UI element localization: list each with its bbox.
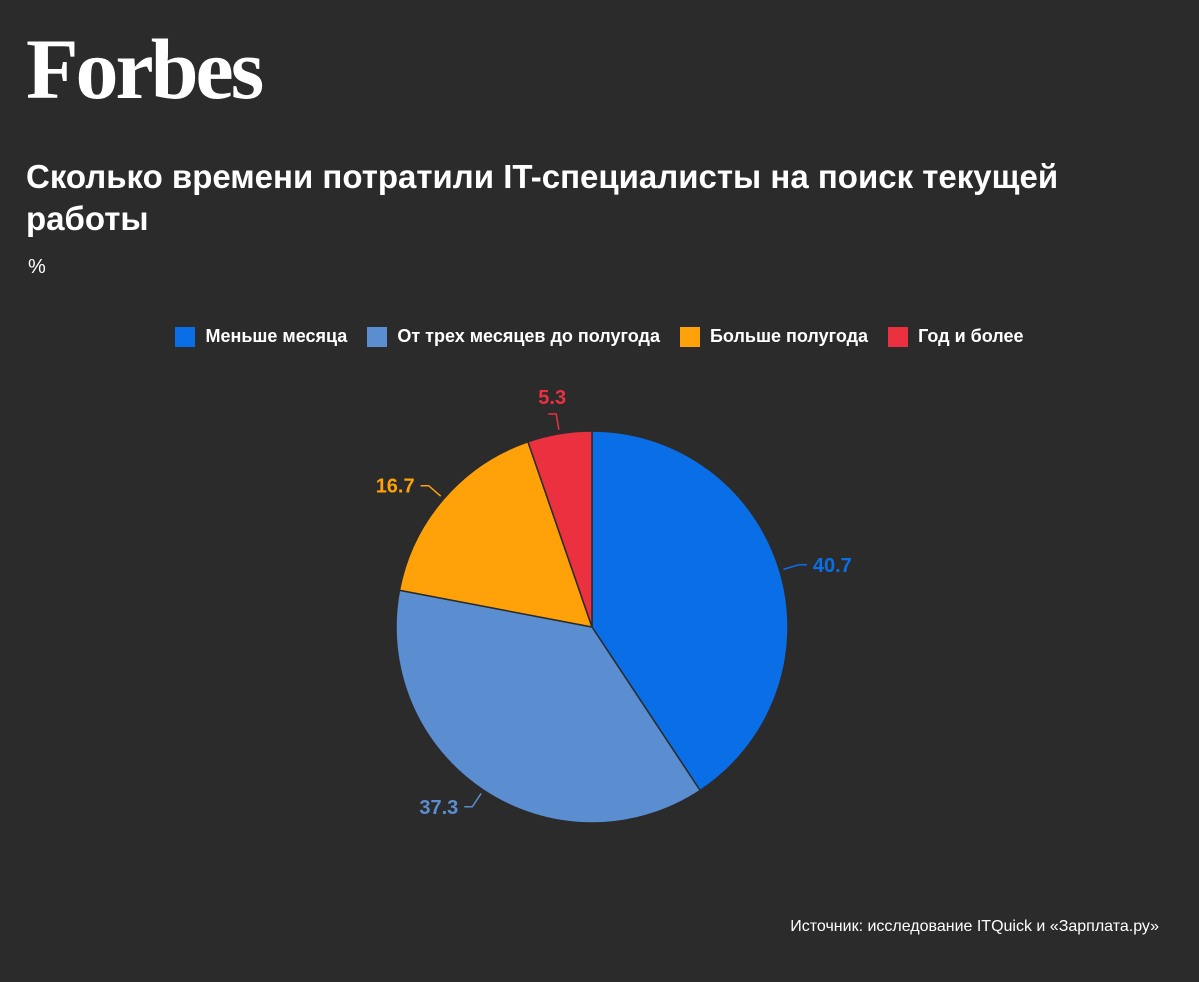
legend-swatch: [367, 326, 388, 347]
legend-item-more-than-half-year: Больше полугода: [679, 326, 869, 347]
legend-item-three-to-six-months: От трех месяцев до полугода: [367, 326, 660, 347]
legend-swatch: [888, 326, 909, 347]
legend-item-less-than-month: Меньше месяца: [175, 326, 347, 347]
data-label-three-to-six-months: 37.3: [419, 797, 458, 819]
legend-swatch: [175, 326, 196, 347]
data-label-year-or-more: 5.3: [538, 387, 566, 409]
chart-title: Сколько времени потратили IT-специалисты…: [26, 158, 1059, 237]
leader-line-three-to-six-months: [464, 793, 482, 808]
pie-slice-year-or-more: [526, 430, 593, 628]
legend-label: От трех месяцев до полугода: [397, 326, 660, 346]
data-label-less-than-month: 40.7: [813, 555, 852, 577]
legend-label: Больше полугода: [709, 326, 869, 346]
pie-slice-three-to-six-months: [395, 589, 702, 824]
forbes-logo: Forbes: [26, 21, 264, 117]
leader-line-more-than-half-year: [420, 484, 442, 497]
leader-line-less-than-month: [783, 564, 807, 571]
legend-item-year-or-more: Год и более: [888, 326, 1024, 347]
legend-swatch: [679, 326, 700, 347]
chart-unit: %: [28, 256, 46, 278]
legend-label: Меньше месяца: [205, 326, 348, 346]
chart-legend: Меньше месяца От трех месяцев до полугод…: [0, 326, 1199, 347]
data-label-more-than-half-year: 16.7: [376, 476, 415, 498]
source-note: Источник: исследование ITQuick и «Зарпла…: [790, 918, 1159, 935]
legend-label: Год и более: [918, 326, 1024, 346]
leader-line-year-or-more: [548, 413, 560, 430]
